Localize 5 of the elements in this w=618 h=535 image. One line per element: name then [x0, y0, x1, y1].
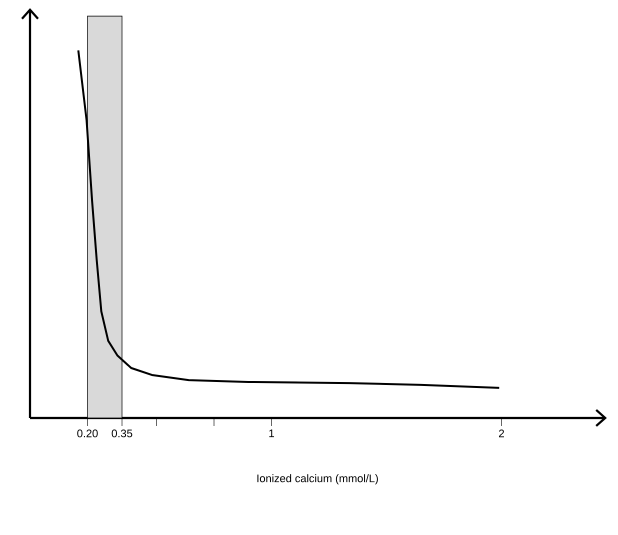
- x-axis-title: Ionized calcium (mmol/L): [257, 474, 378, 484]
- x-tick-label: 0.35: [112, 430, 132, 438]
- x-tick-label: 2: [498, 430, 504, 438]
- x-tick-label: 0.20: [77, 430, 98, 438]
- x-tick-label: 1: [269, 430, 274, 438]
